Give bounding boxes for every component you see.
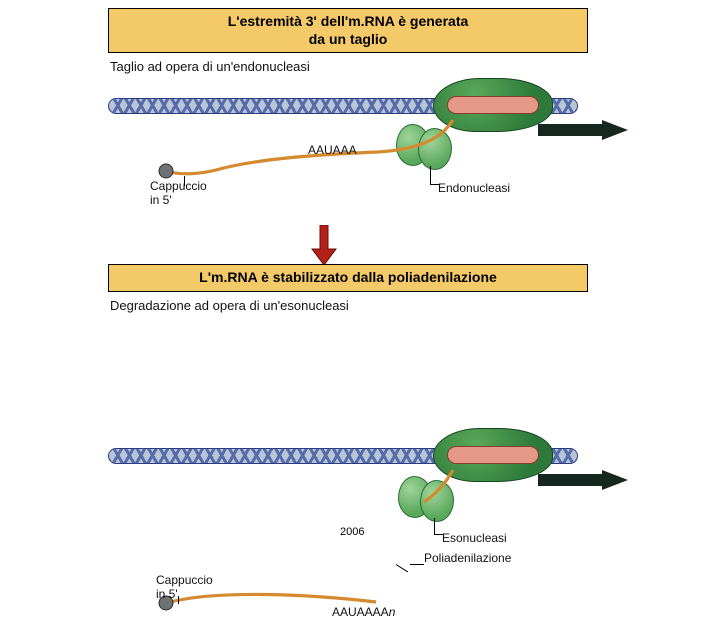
cap-lead-2	[178, 596, 179, 604]
endo-lead-v	[430, 166, 431, 184]
panel1-title-line2: da un taglio	[309, 31, 388, 47]
panel1-title-box: L'estremità 3' dell'm.RNA è generata da …	[108, 8, 588, 53]
panel2-title-box: L'm.RNA è stabilizzato dalla poliadenila…	[108, 264, 588, 292]
endonuclease-label: Endonucleasi	[438, 182, 510, 196]
panel1-diagram: AAUAAA Cappuccio in 5' Endonucleasi	[108, 80, 588, 190]
panel1-title-line1: L'estremità 3' dell'm.RNA è generata	[228, 13, 469, 29]
polyA-label: Poliadenilazione	[424, 552, 511, 566]
footer-year: 2006	[340, 526, 364, 538]
exo-lead-v	[434, 518, 435, 534]
cap5-label-2: Cappuccio in 5'	[156, 574, 213, 602]
seq-label: AAUAAA	[308, 144, 357, 158]
cap-lead	[184, 176, 185, 186]
panel1-caption: Taglio ad opera di un'endonucleasi	[110, 59, 588, 74]
panel2-title: L'm.RNA è stabilizzato dalla poliadenila…	[199, 269, 497, 285]
exonuclease-label: Esonucleasi	[442, 532, 507, 546]
endo-lead-h	[430, 184, 440, 185]
exo-lead-h	[434, 534, 444, 535]
seq-label-2: AAUAAAAn	[332, 606, 395, 620]
panel2-caption: Degradazione ad opera di un'esonucleasi	[110, 298, 588, 313]
down-arrow	[310, 225, 338, 265]
polyA-lead-h	[410, 564, 424, 565]
cap5-label: Cappuccio in 5'	[150, 180, 207, 208]
